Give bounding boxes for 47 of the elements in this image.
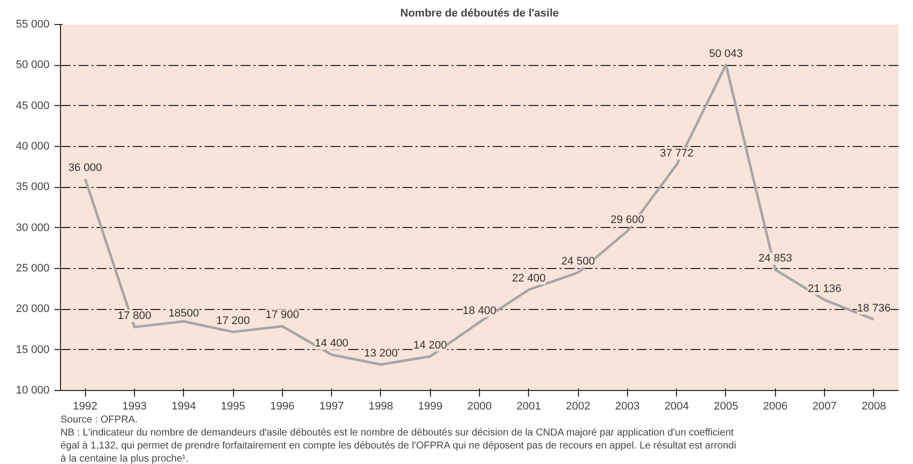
x-tick-label: 1999 [418, 400, 442, 412]
x-tick-label: 2007 [812, 400, 837, 412]
data-label: 21 136 [808, 282, 842, 295]
x-tick-label: 1996 [270, 400, 295, 412]
y-tick-label: 25 000 [16, 262, 50, 274]
x-tick-label: 1994 [172, 400, 196, 412]
x-tick-label: 1998 [368, 400, 394, 412]
data-label: 18 736 [857, 302, 891, 314]
source-note: Source : OFPRA. [60, 414, 138, 426]
text: NB : L'indicateur du nombre de demandeurs d'asile déboutés est le nombre de déboutés sur décision de la CNDA majoré par application d'un coefficient égal à 1,132, qui permet de prendre forfaitairement en compte les déboutés de l'OFPRA qui ne déposent pas de recours en appel. Le résultat est arrondi à la centaine la plus proche¹. [60, 428, 736, 464]
data-label: 13 200 [364, 347, 398, 360]
data-label: 36 000 [68, 162, 102, 174]
x-tick-label: 2001 [516, 400, 542, 412]
chart-title: Nombre de déboutés de l'asile [400, 8, 559, 20]
y-tick-label: 55 000 [16, 18, 50, 30]
x-tick-label: 2003 [615, 400, 640, 412]
x-tick-label: 2006 [763, 400, 788, 412]
data-label: 37 772 [660, 148, 694, 160]
data-label: 24 500 [561, 256, 595, 268]
y-tick-label: 35 000 [16, 181, 50, 194]
data-label: 14 400 [314, 338, 348, 350]
data-label: 50 043 [709, 48, 743, 60]
x-tick-label: 2000 [467, 400, 492, 412]
data-label: 17 200 [216, 314, 250, 327]
data-label: 29 600 [610, 214, 644, 226]
y-tick-label: 30 000 [16, 222, 50, 234]
y-tick-label: 40 000 [16, 140, 50, 152]
x-tick-label: 1997 [319, 400, 344, 412]
data-label: 17 800 [118, 310, 152, 322]
x-tick-label: 2004 [664, 400, 689, 412]
y-tick-label: 20 000 [16, 303, 50, 316]
x-tick-label: 1992 [72, 400, 98, 412]
data-label: 14 200 [413, 339, 448, 352]
data-label: 18500 [168, 307, 200, 320]
x-tick-label: 2002 [566, 400, 590, 412]
y-tick-label: 15 000 [16, 344, 50, 356]
x-tick-label: 1993 [122, 400, 147, 412]
data-label: 24 853 [758, 252, 792, 265]
x-tick-label: 2005 [714, 400, 738, 412]
y-tick-label: 45 000 [16, 100, 50, 112]
y-tick-label: 10 000 [16, 384, 50, 396]
data-label: 22 400 [512, 272, 546, 285]
y-tick-label: 50 000 [16, 59, 50, 72]
data-label: 18 400 [462, 305, 496, 318]
x-tick-label: 1995 [220, 400, 246, 412]
x-tick-label: 2008 [862, 400, 886, 412]
data-label: 17 900 [266, 309, 300, 322]
